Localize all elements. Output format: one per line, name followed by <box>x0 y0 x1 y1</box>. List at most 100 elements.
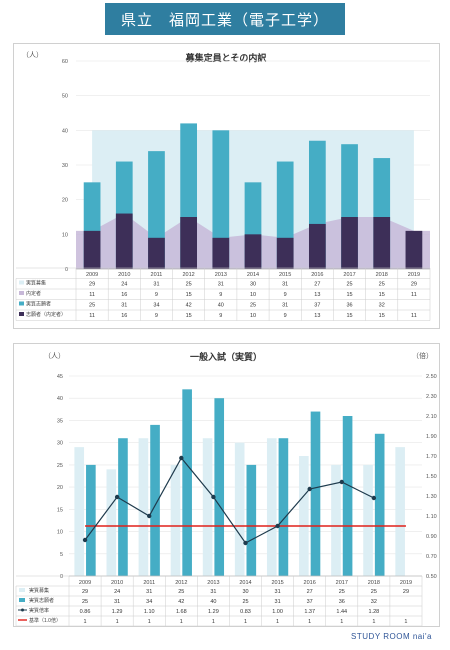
y2-tick-label: 0.90 <box>426 534 437 540</box>
table-cell: 1 <box>148 619 151 625</box>
legend-label: 実質志願者 <box>29 597 54 604</box>
legend-swatch <box>19 588 25 592</box>
table-cell: 1 <box>180 619 183 625</box>
ratio-point <box>114 494 120 500</box>
x-tick-label: 2014 <box>247 272 259 278</box>
y2-tick-label: 1.10 <box>426 514 437 520</box>
legend-label: 実質募集 <box>26 280 46 287</box>
y-tick-label: 45 <box>57 374 63 380</box>
table-cell: 9 <box>219 292 222 298</box>
table-cell: 37 <box>307 599 313 605</box>
table-cell: 1 <box>372 619 375 625</box>
table-cell: 25 <box>346 282 352 288</box>
y2-tick-label: 1.90 <box>426 434 437 440</box>
table-cell: 15 <box>346 313 352 319</box>
table-cell: 31 <box>275 589 281 595</box>
table-cell: 1.00 <box>272 609 283 615</box>
applicant-naitei-bar <box>115 213 133 269</box>
table-cell: 32 <box>371 599 377 605</box>
table-cell: 15 <box>379 292 385 298</box>
y2-tick-label: 1.70 <box>426 454 437 460</box>
legend-swatch <box>21 608 24 612</box>
recruitment-bar <box>202 438 213 576</box>
x-tick-label: 2009 <box>86 272 98 278</box>
table-cell: 25 <box>242 599 248 605</box>
y-tick-label: 35 <box>57 418 63 424</box>
table-cell: 1.29 <box>208 609 219 615</box>
y2-tick-label: 0.50 <box>426 574 437 580</box>
ratio-point <box>371 495 377 501</box>
x-tick-label: 2011 <box>143 580 155 586</box>
x-tick-label: 2019 <box>400 580 412 586</box>
table-cell: 31 <box>146 589 152 595</box>
applicant-naitei-bar <box>244 234 262 269</box>
applicant-naitei-bar <box>373 217 391 269</box>
x-tick-label: 2010 <box>111 580 123 586</box>
table-cell: 31 <box>282 303 288 309</box>
applicant-bar <box>246 464 257 576</box>
table-cell: 15 <box>186 292 192 298</box>
applicant-naitei-bar <box>83 230 101 269</box>
recruitment-bar <box>74 447 85 576</box>
table-cell: 27 <box>307 589 313 595</box>
table-cell: 1.28 <box>369 609 380 615</box>
page-title: 県立 福岡工業（電子工学） <box>105 3 345 35</box>
table-cell: 31 <box>153 282 159 288</box>
x-tick-label: 2015 <box>279 272 291 278</box>
ratio-point <box>147 513 152 519</box>
x-tick-label: 2019 <box>408 272 420 278</box>
x-tick-label: 2017 <box>336 580 348 586</box>
table-cell: 34 <box>153 303 159 309</box>
table-cell: 1 <box>84 619 87 625</box>
table-cell: 11 <box>89 292 95 298</box>
y-tick-label: 30 <box>62 163 68 169</box>
y-tick-label: 10 <box>62 232 68 238</box>
y-axis-label: （人） <box>22 51 43 59</box>
chart-title: 募集定員とその内訳 <box>185 52 268 63</box>
table-cell: 34 <box>146 599 152 605</box>
footer-credit: STUDY ROOM nai'a <box>351 632 432 641</box>
legend-label: 志願者（内定者） <box>26 311 66 318</box>
ratio-point <box>339 479 344 485</box>
table-cell: 25 <box>186 282 192 288</box>
table-cell: 31 <box>282 282 288 288</box>
y-tick-label: 25 <box>57 463 63 469</box>
legend-swatch <box>19 301 24 306</box>
table-cell: 10 <box>250 292 256 298</box>
table-cell: 40 <box>218 303 224 309</box>
y-tick-label: 40 <box>57 396 63 402</box>
x-tick-label: 2015 <box>271 580 283 586</box>
recruitment-bar <box>266 438 277 576</box>
legend-swatch <box>19 291 24 295</box>
y-tick-label: 40 <box>62 128 68 134</box>
recruitment-bar <box>395 447 405 576</box>
legend-label: 実質志願者 <box>26 301 51 308</box>
y2-tick-label: 2.10 <box>426 414 437 420</box>
chart-panel-capacity: 募集定員とその内訳 （人） 0 10 20 30 40 50 60 2009 2010 2011 201… <box>13 43 440 329</box>
x-tick-label: 2009 <box>79 580 91 586</box>
table-cell: 25 <box>250 303 256 309</box>
y-tick-label: 50 <box>62 94 68 100</box>
table-cell: 31 <box>210 589 216 595</box>
table-cell: 9 <box>155 292 158 298</box>
recruitment-bar <box>138 438 149 576</box>
y-tick-label: 20 <box>62 198 68 204</box>
applicant-bar <box>182 389 192 576</box>
table-cell: 15 <box>379 313 385 319</box>
x-tick-label: 2016 <box>311 272 323 278</box>
x-tick-label: 2013 <box>207 580 219 586</box>
x-tick-label: 2016 <box>304 580 316 586</box>
table-cell: 1.29 <box>112 609 123 615</box>
legend-label: 実質倍率 <box>29 607 49 614</box>
legend-label: 実質募集 <box>29 587 49 594</box>
applicant-naitei-bar <box>180 217 198 269</box>
table-cell: 25 <box>339 589 345 595</box>
table-cell: 25 <box>89 303 95 309</box>
applicant-naitei-bar <box>308 223 326 269</box>
table-cell: 1.10 <box>144 609 155 615</box>
table-cell: 29 <box>411 282 417 288</box>
table-cell: 25 <box>178 589 184 595</box>
applicant-bar <box>310 411 321 576</box>
table-cell: 11 <box>411 292 417 298</box>
y-tick-label: 20 <box>57 485 63 491</box>
